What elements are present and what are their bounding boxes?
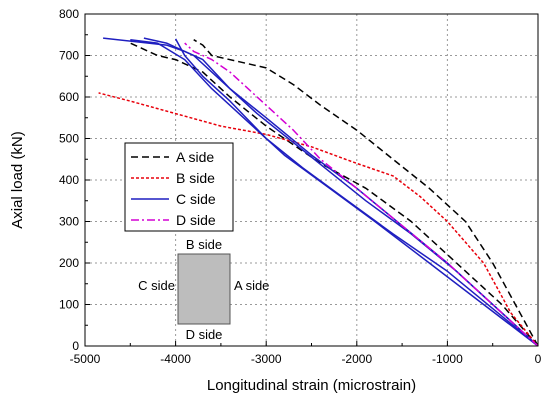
inset-label-bottom: D side [186,327,223,342]
x-tick-label: -5000 [70,352,101,366]
x-tick-label: -2000 [341,352,372,366]
series-line-d-side [184,42,539,347]
tick-labels: -5000 -4000 -3000 -2000 -1000 0 0 100 200 300 400 5… [59,7,542,366]
x-tick-label: -4000 [160,352,191,366]
y-tick-label: 400 [59,173,79,187]
legend-label: A side [176,149,214,165]
y-axis-title: Axial load (kN) [9,131,26,229]
legend-label: D side [176,212,216,228]
y-tick-label: 300 [59,215,79,229]
section-inset: B side A side D side C side [138,237,269,342]
x-tick-label: -3000 [251,352,282,366]
y-tick-label: 0 [72,339,79,353]
y-tick-label: 100 [59,298,79,312]
x-tick-label: 0 [535,352,542,366]
y-tick-label: 200 [59,256,79,270]
y-tick-label: 800 [59,7,79,21]
section-rectangle [177,253,231,325]
x-axis-title: Longitudinal strain (microstrain) [207,377,416,394]
ticks [84,13,539,347]
x-tick-label: -1000 [432,352,463,366]
y-tick-label: 700 [59,49,79,63]
series-line-c-side [174,38,539,347]
series-line-a-side [193,39,539,347]
series-line-c-side [130,38,539,347]
legend-label: B side [176,170,215,186]
series-line-a-side [129,42,539,347]
y-tick-label: 500 [59,132,79,146]
inset-label-left: C side [138,278,175,293]
legend-label: C side [176,191,216,207]
inset-label-top: B side [186,237,222,252]
y-tick-label: 600 [59,90,79,104]
series-group [98,37,539,347]
inset-label-right: A side [234,278,269,293]
legend: A side B side C side D side [124,142,234,232]
